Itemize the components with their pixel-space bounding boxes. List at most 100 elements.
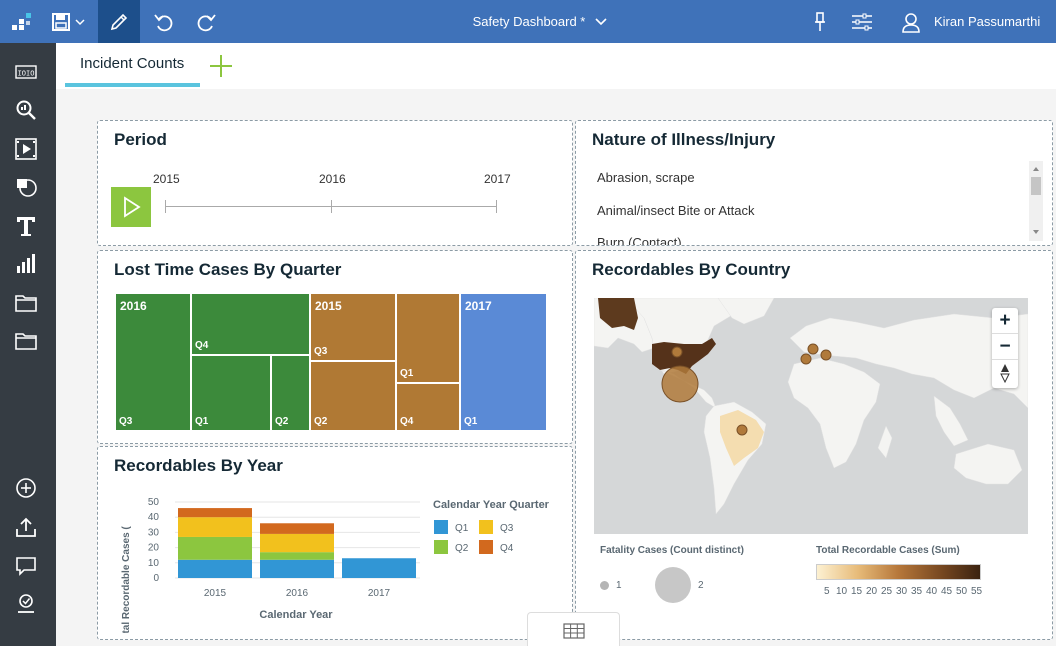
y-tick-label: 0	[153, 573, 159, 584]
user-check-icon	[18, 594, 34, 613]
total-legend-title: Total Recordable Cases (Sum)	[816, 545, 960, 556]
map-land-eurasia	[789, 313, 1028, 409]
compass-button[interactable]	[992, 360, 1018, 386]
treemap-cell[interactable]: Q1	[191, 355, 271, 431]
list-item[interactable]: Burn (Contact)	[597, 235, 682, 246]
treemap-cell[interactable]: Q1	[396, 293, 460, 383]
bar-segment[interactable]	[260, 559, 334, 578]
treemap-year-label: 2017	[465, 299, 492, 313]
redo-icon	[197, 13, 216, 31]
zoom-out-button[interactable]: −	[992, 334, 1018, 360]
sidebar: IOIO	[0, 43, 56, 646]
edit-mode-button[interactable]	[98, 0, 140, 43]
undo-button[interactable]	[148, 0, 180, 43]
panel-title: Recordables By Year	[114, 456, 283, 475]
scroll-down-icon	[1033, 230, 1039, 234]
data-sources-button[interactable]: IOIO	[12, 59, 40, 85]
treemap-cell[interactable]: Q4	[191, 293, 310, 355]
bar-segment[interactable]	[178, 536, 252, 560]
treemap-cell[interactable]: 2017 Q1	[460, 293, 547, 431]
bar-segment[interactable]	[260, 523, 334, 534]
bar-segment[interactable]	[178, 508, 252, 518]
folder-icon	[15, 295, 37, 312]
fatality-legend-large-dot	[655, 567, 691, 603]
folder-button[interactable]	[12, 290, 40, 316]
treemap-cell[interactable]: Q4	[396, 383, 460, 431]
scale-tick-label: 20	[866, 586, 878, 597]
map-bubble	[807, 343, 819, 355]
treemap-quarter-label: Q1	[195, 416, 209, 427]
edit-pencil-icon	[110, 13, 128, 30]
total-color-scale	[816, 564, 981, 580]
app-switcher-button[interactable]	[4, 0, 40, 43]
list-item[interactable]: Abrasion, scrape	[597, 170, 695, 185]
legend-label: Q1	[455, 523, 469, 534]
list-item[interactable]: Animal/insect Bite or Attack	[597, 203, 755, 218]
add-tab-button[interactable]	[208, 53, 234, 79]
recordables-country-panel: Recordables By Country	[575, 250, 1053, 640]
play-button[interactable]	[111, 187, 151, 227]
user-icon	[902, 12, 920, 33]
period-panel: Period 2015 2016 2017	[97, 120, 573, 246]
text-button[interactable]	[12, 213, 40, 239]
scroll-thumb[interactable]	[1031, 177, 1041, 195]
bar-segment[interactable]	[260, 552, 334, 560]
redo-button[interactable]	[190, 0, 222, 43]
user-menu[interactable]: Kiran Passumarthi	[900, 0, 1050, 43]
world-map[interactable]: + −	[594, 298, 1028, 534]
treemap-quarter-label: Q2	[314, 416, 328, 427]
add-button[interactable]	[12, 475, 40, 501]
save-icon	[52, 12, 70, 31]
media-button[interactable]	[12, 136, 40, 162]
save-button[interactable]	[44, 0, 92, 43]
x-tick-label: 2017	[368, 588, 391, 599]
folder-button-2[interactable]	[12, 328, 40, 354]
dashboard-title-menu[interactable]: Safety Dashboard *	[470, 0, 610, 43]
widgets-button[interactable]	[12, 174, 40, 200]
bar-segment[interactable]	[178, 517, 252, 537]
comment-button[interactable]	[12, 553, 40, 579]
data-tray-toggle[interactable]	[527, 612, 620, 646]
panel-title: Nature of Illness/Injury	[592, 130, 776, 149]
period-year-label: 2015	[153, 172, 180, 186]
legend-swatch	[434, 520, 448, 534]
user-check-button[interactable]	[12, 591, 40, 617]
bar-segment[interactable]	[342, 558, 416, 578]
bar-segment[interactable]	[178, 559, 252, 578]
visualizations-button[interactable]	[12, 251, 40, 277]
search-data-button[interactable]	[12, 97, 40, 123]
tab-active-indicator	[65, 83, 200, 87]
y-tick-label: 10	[148, 558, 160, 569]
chevron-down-icon	[595, 17, 607, 25]
treemap-cell[interactable]: 2015 Q3	[310, 293, 396, 361]
treemap-cell[interactable]: 2016 Q3	[115, 293, 191, 431]
pin-icon	[815, 11, 825, 31]
period-tick	[165, 200, 166, 213]
media-icon	[15, 138, 37, 160]
lost-time-panel: Lost Time Cases By Quarter 2016 Q3 Q4 Q1 …	[97, 250, 573, 444]
y-axis-label: Total Recordable Cases (	[121, 526, 132, 633]
treemap-cell[interactable]: Q2	[271, 355, 310, 431]
map-country-brazil	[720, 410, 764, 466]
tab-incident-counts[interactable]: Incident Counts	[65, 43, 200, 89]
user-name: Kiran Passumarthi	[934, 14, 1041, 29]
map-country-usa	[652, 338, 716, 374]
map-zoom-control: + −	[992, 308, 1018, 388]
pin-button[interactable]	[808, 0, 832, 43]
search-data-icon	[16, 100, 36, 120]
list-scrollbar[interactable]	[1029, 161, 1043, 241]
upload-button[interactable]	[12, 514, 40, 540]
chevron-down-icon	[75, 18, 85, 25]
treemap-quarter-label: Q1	[400, 368, 414, 379]
properties-button[interactable]	[848, 0, 876, 43]
treemap-cell[interactable]: Q2	[310, 361, 396, 431]
scale-tick-label: 40	[926, 586, 938, 597]
tab-label: Incident Counts	[80, 55, 185, 72]
scale-tick-label: 5	[824, 586, 830, 597]
bar-segment[interactable]	[260, 533, 334, 553]
map-land-africa	[787, 357, 881, 469]
scale-tick-label: 35	[911, 586, 923, 597]
illness-panel: Nature of Illness/Injury Abrasion, scrap…	[575, 120, 1053, 246]
treemap: 2016 Q3 Q4 Q1 Q2 2015 Q3 Q2 Q1 Q4 2017 Q1	[115, 293, 547, 431]
zoom-in-button[interactable]: +	[992, 308, 1018, 334]
